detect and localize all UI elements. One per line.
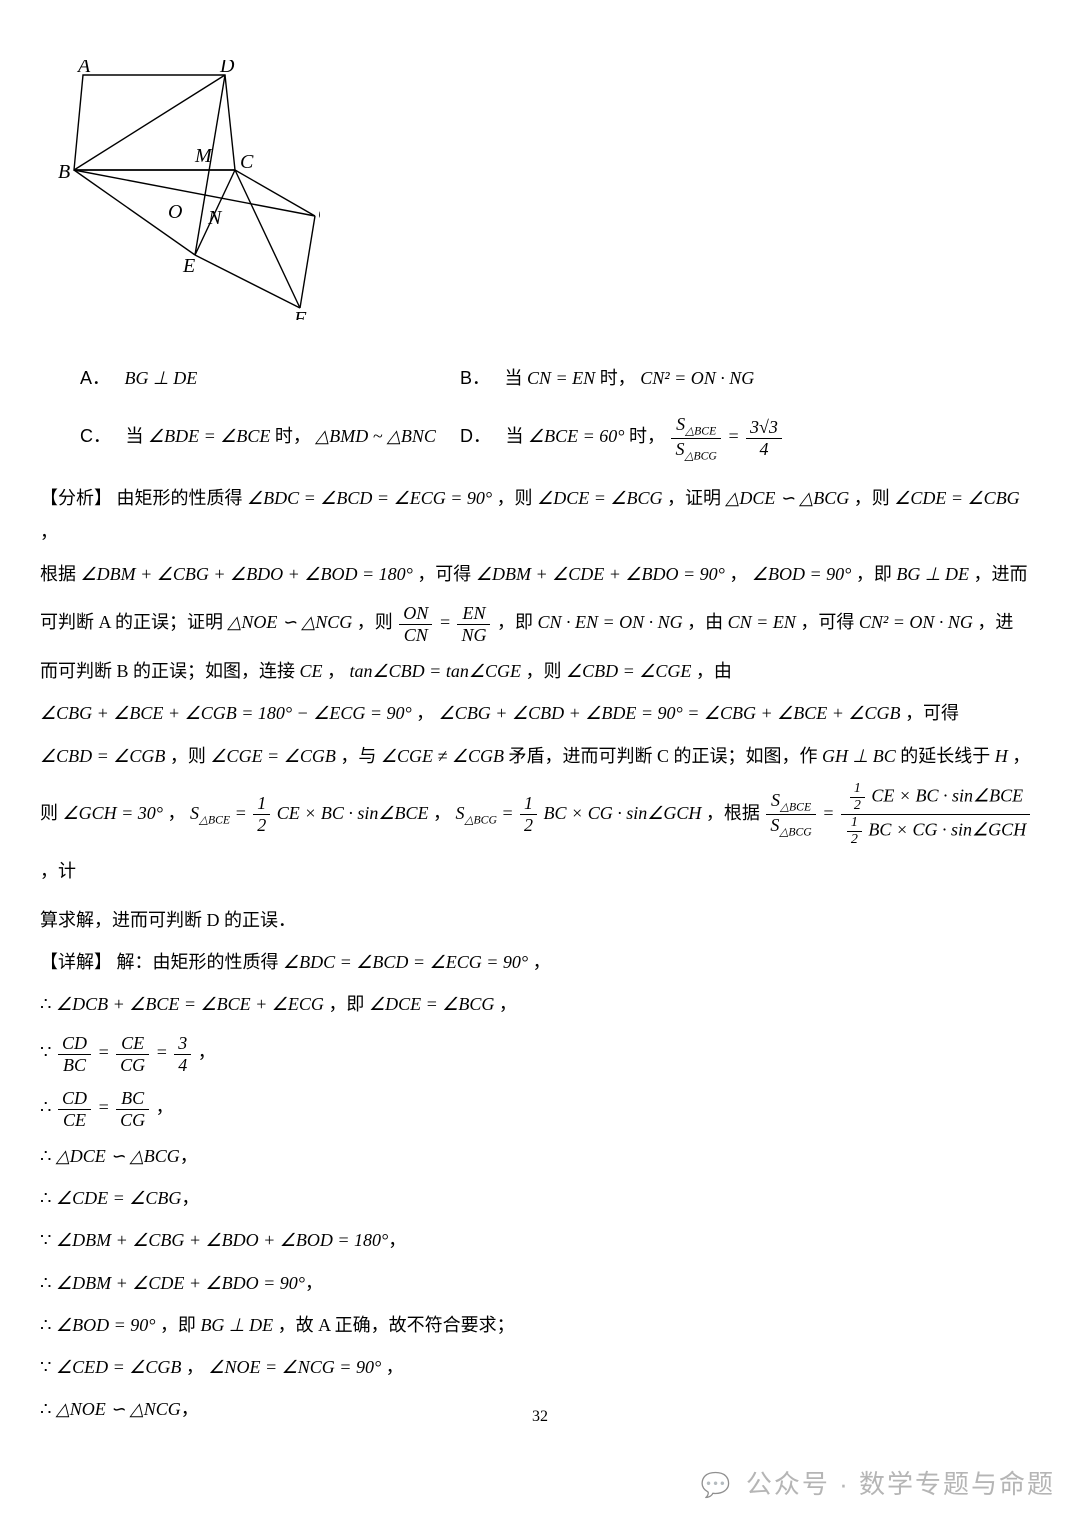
- detail-head: 【详解】: [40, 952, 112, 972]
- diagram-svg: A D B C M O N G E F: [50, 60, 320, 320]
- option-A: A． BG ⊥ DE: [80, 361, 460, 395]
- option-row-2: C． 当 ∠BDE = ∠BCE 时， △BMD ~ △BNC D． 当 ∠BC…: [80, 413, 1040, 462]
- option-D-cond: ∠BCE = 60°: [528, 426, 624, 446]
- wechat-icon: 💬: [701, 1472, 733, 1499]
- option-B-mid: 时，: [600, 368, 636, 388]
- option-A-text: BG ⊥ DE: [125, 368, 198, 388]
- watermark: 💬 公众号 · 数学专题与命题: [701, 1460, 1055, 1509]
- analysis-head: 【分析】: [40, 488, 112, 508]
- option-A-label: A．: [80, 368, 110, 388]
- option-D-lhs-frac: S△BCE S△BCG: [671, 414, 720, 463]
- option-C-res: △BMD ~ △BNC: [315, 426, 435, 446]
- label-C: C: [240, 151, 254, 173]
- option-C-prefix: 当: [126, 426, 149, 446]
- option-row-1: A． BG ⊥ DE B． 当 CN = EN 时， CN² = ON · NG: [80, 361, 1040, 395]
- detail-block: 【详解】 解：由矩形的性质得 ∠BDC = ∠BCD = ∠ECG = 90° …: [40, 945, 1040, 1426]
- watermark-text: 公众号 · 数学专题与命题: [746, 1469, 1055, 1499]
- option-C-cond: ∠BDE = ∠BCE: [148, 426, 270, 446]
- geometry-diagram: A D B C M O N G E F: [50, 60, 1040, 331]
- option-B-res: CN² = ON · NG: [640, 368, 754, 388]
- label-A: A: [76, 60, 91, 77]
- option-D-rhs-frac: 3√3 4: [746, 417, 782, 459]
- option-D-prefix: 当: [506, 426, 529, 446]
- option-D-label: D．: [460, 426, 491, 446]
- option-D-mid: 时，: [629, 426, 665, 446]
- option-B: B． 当 CN = EN 时， CN² = ON · NG: [460, 361, 1040, 395]
- label-M: M: [194, 145, 213, 167]
- analysis-block: 【分析】 由矩形的性质得 ∠BDC = ∠BCD = ∠ECG = 90° ，则…: [40, 481, 1040, 937]
- label-D: D: [219, 60, 235, 77]
- option-B-label: B．: [460, 368, 490, 388]
- option-B-prefix: 当: [505, 368, 528, 388]
- label-E: E: [182, 255, 195, 277]
- option-C-mid: 时，: [275, 426, 311, 446]
- label-B: B: [58, 161, 70, 183]
- analysis-l8: 算求解，进而可判断 D 的正误．: [40, 903, 1040, 937]
- label-O: O: [168, 201, 182, 223]
- label-F: F: [293, 308, 307, 320]
- option-C-label: C．: [80, 426, 111, 446]
- option-C: C． 当 ∠BDE = ∠BCE 时， △BMD ~ △BNC: [80, 413, 460, 462]
- option-D: D． 当 ∠BCE = 60° 时， S△BCE S△BCG = 3√3 4: [460, 413, 1040, 462]
- label-G: G: [318, 203, 320, 225]
- option-B-cond: CN = EN: [527, 368, 595, 388]
- page-number: 32: [40, 1402, 1040, 1432]
- label-N: N: [207, 207, 223, 229]
